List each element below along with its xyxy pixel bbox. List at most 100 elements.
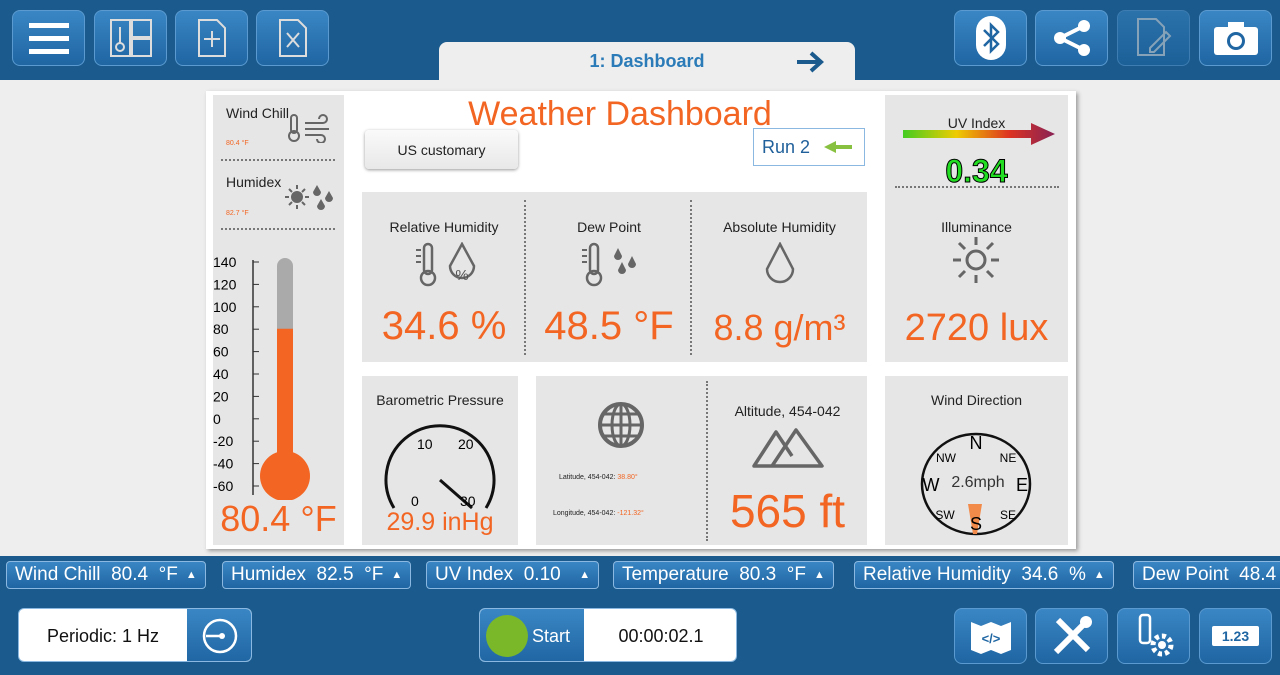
latitude-readout: Latitude, 454-042: 38.80° <box>559 474 638 481</box>
tools-icon <box>1053 616 1092 655</box>
code-map-icon: </> <box>970 622 1011 654</box>
spreadsheet-file-icon <box>278 19 307 57</box>
run-selector[interactable]: Run 2 <box>753 128 865 166</box>
start-indicator-icon <box>486 615 528 657</box>
thermometer-tick-label: 140 <box>213 254 237 270</box>
meter-unit: % <box>1068 564 1086 585</box>
bluetooth-button[interactable] <box>954 10 1027 66</box>
wind-chill-icon <box>288 114 329 143</box>
meter-unit: °F <box>158 564 178 585</box>
illuminance-label: Illuminance <box>941 219 1012 235</box>
meter-chip[interactable]: Wind Chill 80.4 °F ▲ <box>6 561 206 589</box>
humidex-label: Humidex <box>226 174 282 190</box>
dial-needle <box>439 478 473 510</box>
collection-mode-label[interactable]: Periodic: 1 Hz <box>46 625 160 646</box>
thermometer-tick-label: -40 <box>213 456 233 472</box>
uv-index-label: UV Index <box>947 115 1006 131</box>
share-icon <box>1053 20 1090 56</box>
meter-chip[interactable]: Dew Point 48.4 <box>1133 561 1280 589</box>
wind-direction-panel: Wind Direction N NE E SE S SW W NW 2.6mp… <box>885 376 1068 545</box>
mountain-icon <box>752 428 824 468</box>
run-color-arrow-icon <box>824 141 853 153</box>
meter-value: 82.5 <box>316 564 354 585</box>
page-layout-button[interactable] <box>94 10 167 66</box>
meter-display-button[interactable]: 1.23 <box>1199 608 1272 664</box>
latitude-label: Latitude, 454-042: <box>559 474 618 481</box>
divider <box>524 200 526 355</box>
divider <box>221 228 335 230</box>
menu-button[interactable] <box>12 10 85 66</box>
dew-point-icon <box>582 242 636 287</box>
compass-s: S <box>970 514 982 534</box>
temperature-panel: Wind Chill 80.4 °F Humidex 82.7 °F 140 12… <box>213 95 344 545</box>
humidity-panel: Relative Humidity % 34.6 % Dew Point 48.… <box>362 192 867 362</box>
thermometer-tick-label: -20 <box>213 433 233 449</box>
thermometer-gauge: 140 120 100 80 60 40 20 0 -20 -40 -60 <box>213 254 310 500</box>
altitude-label: Altitude, 454-042 <box>734 403 841 419</box>
compass-w: W <box>923 475 940 495</box>
tools-button[interactable] <box>1035 608 1108 664</box>
chevron-up-icon[interactable]: ▲ <box>814 569 825 581</box>
compass-gauge: N NE E SE S SW W NW 2.6mph <box>920 432 1032 536</box>
meter-chip[interactable]: Temperature 80.3 °F ▲ <box>613 561 834 589</box>
annotate-button[interactable] <box>1117 10 1190 66</box>
camera-button[interactable] <box>1199 10 1272 66</box>
dial-tick: 0 <box>411 493 419 509</box>
export-file-button[interactable] <box>256 10 329 66</box>
meter-unit: °F <box>786 564 806 585</box>
start-label: Start <box>532 625 571 646</box>
globe-icon <box>598 402 644 448</box>
meter-value: 0.10 <box>523 564 561 585</box>
meter-display-label: 1.23 <box>1211 626 1260 646</box>
absolute-humidity-value: 8.8 g/m³ <box>713 307 846 348</box>
relative-humidity-icon: % <box>416 242 476 287</box>
meter-name: Temperature <box>622 564 729 585</box>
dew-point-label: Dew Point <box>577 219 641 235</box>
meter-chip[interactable]: Relative Humidity 34.6 % ▲ <box>854 561 1114 589</box>
meter-chip[interactable]: Humidex 82.5 °F ▲ <box>222 561 412 589</box>
dial-tick: 10 <box>417 436 433 452</box>
share-button[interactable] <box>1035 10 1108 66</box>
meter-unit: °F <box>364 564 384 585</box>
meter-name: UV Index <box>435 564 514 585</box>
location-panel: Latitude, 454-042: 38.80° Longitude, 454… <box>536 376 867 545</box>
pressure-dial: 10 20 0 30 <box>384 424 496 510</box>
meter-strip: Wind Chill 80.4 °F ▲ Humidex 82.5 °F ▲ UV In… <box>0 556 1280 596</box>
wind-direction-label: Wind Direction <box>930 392 1023 408</box>
thermometer-tick-label: 80 <box>213 321 229 337</box>
chevron-up-icon[interactable]: ▲ <box>391 569 403 581</box>
chevron-up-icon[interactable]: ▲ <box>579 569 591 581</box>
tab-dashboard[interactable]: 1: Dashboard <box>439 42 855 80</box>
illuminance-value: 2720 lux <box>904 307 1049 349</box>
timer-dial-icon <box>202 618 238 654</box>
relative-humidity-label: Relative Humidity <box>389 219 499 235</box>
chevron-up-icon[interactable]: ▲ <box>185 569 197 581</box>
barometric-pressure-panel: Barometric Pressure 10 20 0 30 29.9 inHg <box>362 376 518 545</box>
wind-chill-label: Wind Chill <box>226 105 290 121</box>
sensor-settings-button[interactable] <box>1117 608 1190 664</box>
edit-document-icon <box>1136 18 1171 56</box>
code-button[interactable]: </> <box>954 608 1027 664</box>
temperature-value: 80.4 °F <box>220 498 337 539</box>
light-panel: UV Index 0.34 Illuminance 2720 lux <box>885 95 1068 362</box>
meter-chip[interactable]: UV Index 0.10 ▲ <box>426 561 600 589</box>
new-file-button[interactable] <box>175 10 248 66</box>
uv-index-value: 0.34 <box>945 153 1008 190</box>
thermometer-tick-label: 0 <box>213 411 221 427</box>
collection-mode-control[interactable]: Periodic: 1 Hz <box>18 608 252 662</box>
meter-value: 34.6 <box>1021 564 1059 585</box>
thermometer-tick-label: 100 <box>213 299 237 315</box>
start-button[interactable]: Start <box>480 609 584 661</box>
dial-tick: 30 <box>460 493 476 509</box>
units-button[interactable]: US customary <box>365 130 518 169</box>
tab-label: 1: Dashboard <box>589 50 705 71</box>
compass-nw: NW <box>936 451 957 465</box>
wind-chill-value: 80.4 °F <box>226 140 249 147</box>
collection-settings-button[interactable] <box>187 609 251 661</box>
relative-humidity-value: 34.6 % <box>381 304 507 348</box>
page-title: Weather Dashboard <box>468 95 772 133</box>
divider <box>690 200 692 355</box>
meter-value: 80.4 <box>111 564 149 585</box>
chevron-up-icon[interactable]: ▲ <box>1093 569 1105 581</box>
arrow-right-icon[interactable] <box>795 50 825 74</box>
